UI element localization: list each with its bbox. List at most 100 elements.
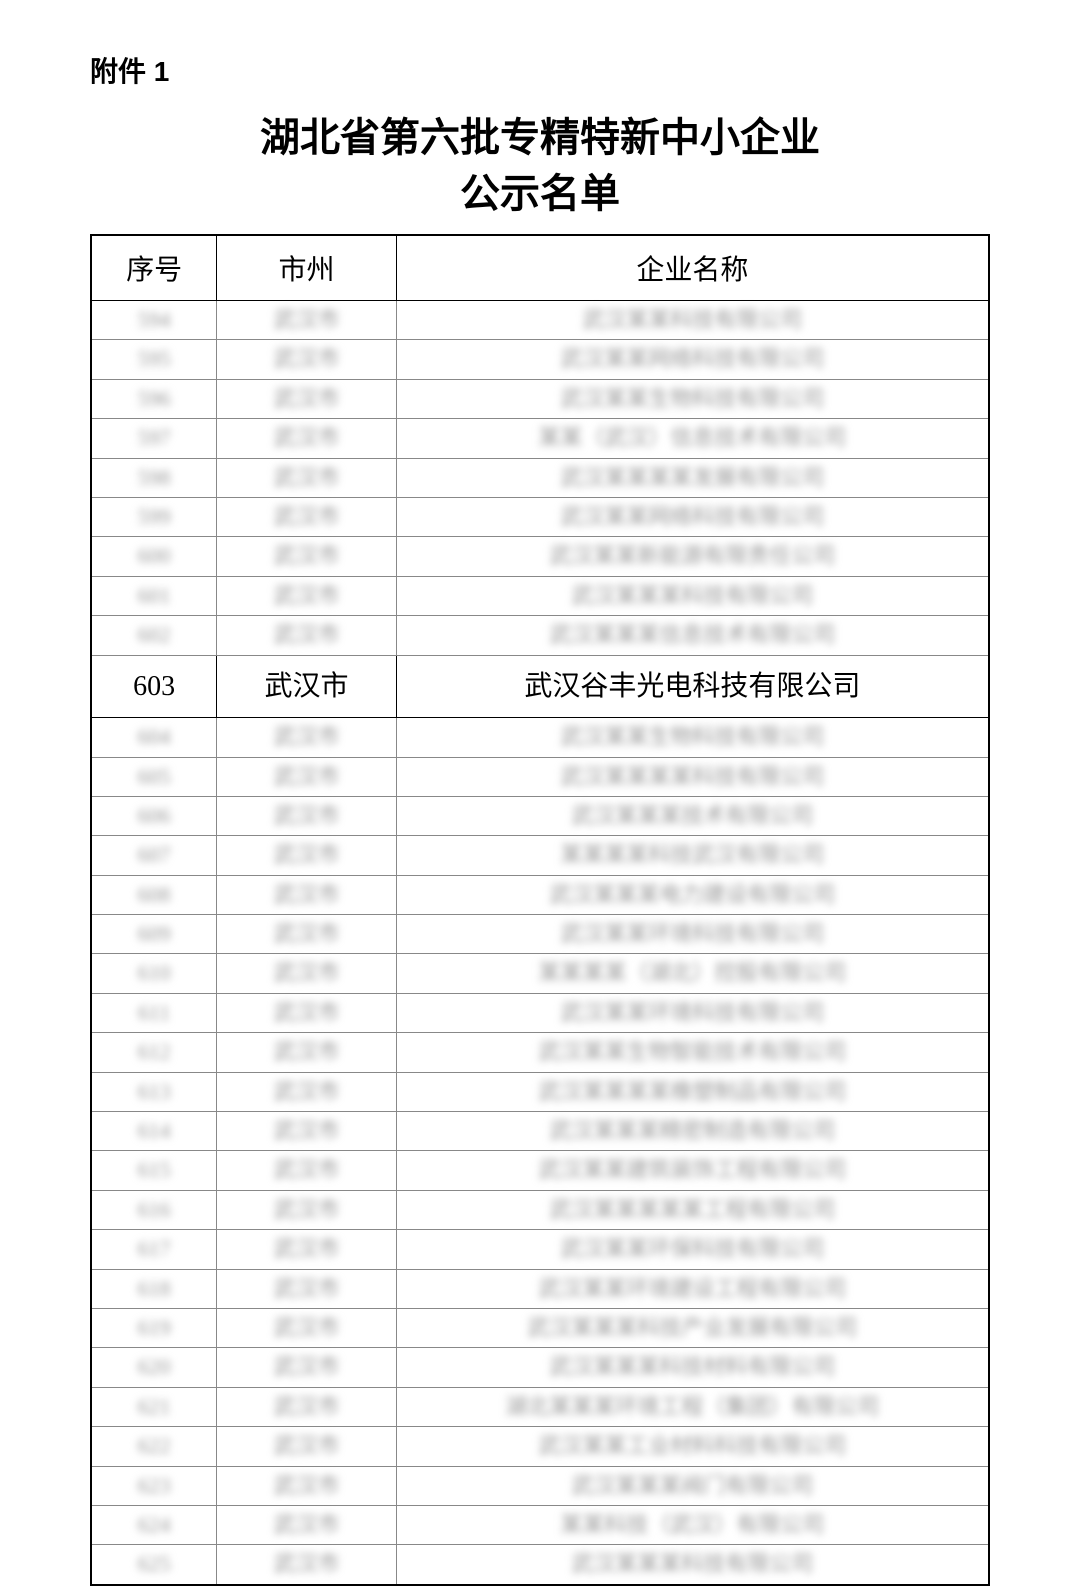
cell-city: 武汉市 [217,379,397,418]
cell-city: 武汉市 [217,1033,397,1072]
cell-city: 武汉市 [217,1269,397,1308]
cell-seq: 603 [91,655,217,718]
cell-seq: 616 [91,1190,217,1229]
table-row: 609武汉市武汉某某环境科技有限公司 [91,915,989,954]
cell-city: 武汉市 [217,458,397,497]
cell-company: 武汉某某某某橡塑制品有限公司 [396,1072,989,1111]
table-row: 623武汉市武汉某某某阀门有限公司 [91,1466,989,1505]
cell-seq: 607 [91,836,217,875]
table-row: 597武汉市某某（武汉）信息技术有限公司 [91,419,989,458]
cell-company: 武汉某某建筑装饰工程有限公司 [396,1151,989,1190]
cell-city: 武汉市 [217,576,397,615]
cell-seq: 614 [91,1112,217,1151]
cell-city: 武汉市 [217,757,397,796]
cell-company: 武汉某某某精密制造有限公司 [396,1112,989,1151]
cell-city: 武汉市 [217,1308,397,1347]
cell-city: 武汉市 [217,1151,397,1190]
cell-seq: 597 [91,419,217,458]
table-row: 617武汉市武汉某某环保科技有限公司 [91,1230,989,1269]
cell-city: 武汉市 [217,1466,397,1505]
cell-seq: 612 [91,1033,217,1072]
cell-city: 武汉市 [217,301,397,340]
cell-company: 武汉某某某某某工程有限公司 [396,1190,989,1229]
table-row: 610武汉市某某某某（湖北）控股有限公司 [91,954,989,993]
table-row: 606武汉市武汉某某某技术有限公司 [91,796,989,835]
cell-seq: 621 [91,1387,217,1426]
table-row: 608武汉市武汉某某某电力建设有限公司 [91,875,989,914]
cell-seq: 610 [91,954,217,993]
table-row: 624武汉市某某科技（武汉）有限公司 [91,1505,989,1544]
table-row: 612武汉市武汉某某生物智能技术有限公司 [91,1033,989,1072]
table-header-row: 序号 市州 企业名称 [91,235,989,301]
table-row: 607武汉市某某某某科技武汉有限公司 [91,836,989,875]
cell-city: 武汉市 [217,655,397,718]
cell-city: 武汉市 [217,1190,397,1229]
table-row: 600武汉市武汉某某新能源有限责任公司 [91,537,989,576]
enterprise-list-table: 序号 市州 企业名称 594武汉市武汉某某科技有限公司595武汉市武汉某某网络科… [90,234,990,1586]
cell-seq: 625 [91,1545,217,1585]
cell-city: 武汉市 [217,1387,397,1426]
cell-seq: 598 [91,458,217,497]
cell-seq: 609 [91,915,217,954]
cell-city: 武汉市 [217,1545,397,1585]
cell-seq: 599 [91,497,217,536]
table-row: 599武汉市武汉某某网络科技有限公司 [91,497,989,536]
cell-seq: 596 [91,379,217,418]
title-line-1: 湖北省第六批专精特新中小企业 [90,110,990,166]
table-row: 618武汉市武汉某某环境建设工程有限公司 [91,1269,989,1308]
table-row: 598武汉市武汉某某某某发展有限公司 [91,458,989,497]
cell-company: 武汉某某某某科技有限公司 [396,757,989,796]
cell-company: 武汉某某网络科技有限公司 [396,340,989,379]
cell-company: 武汉某某某科技产业发展有限公司 [396,1308,989,1347]
table-row: 604武汉市武汉某某生物科技有限公司 [91,718,989,757]
cell-seq: 594 [91,301,217,340]
cell-company: 武汉某某工业材料科技有限公司 [396,1427,989,1466]
table-row: 619武汉市武汉某某某科技产业发展有限公司 [91,1308,989,1347]
cell-company: 某某（武汉）信息技术有限公司 [396,419,989,458]
cell-company: 武汉某某某技术有限公司 [396,796,989,835]
cell-company: 武汉某某某科技材料有限公司 [396,1348,989,1387]
cell-city: 武汉市 [217,1112,397,1151]
cell-seq: 601 [91,576,217,615]
cell-company: 湖北某某某环境工程（集团）有限公司 [396,1387,989,1426]
cell-city: 武汉市 [217,915,397,954]
table-row: 614武汉市武汉某某某精密制造有限公司 [91,1112,989,1151]
table-row: 596武汉市武汉某某生物科技有限公司 [91,379,989,418]
cell-company: 武汉某某生物智能技术有限公司 [396,1033,989,1072]
title-line-2: 公示名单 [90,166,990,222]
cell-seq: 608 [91,875,217,914]
table-row: 621武汉市湖北某某某环境工程（集团）有限公司 [91,1387,989,1426]
cell-seq: 611 [91,993,217,1032]
attachment-label: 附件 1 [90,50,990,90]
cell-company: 武汉谷丰光电科技有限公司 [396,655,989,718]
cell-seq: 617 [91,1230,217,1269]
cell-seq: 615 [91,1151,217,1190]
cell-city: 武汉市 [217,340,397,379]
cell-city: 武汉市 [217,1348,397,1387]
cell-city: 武汉市 [217,1072,397,1111]
cell-seq: 602 [91,616,217,655]
cell-city: 武汉市 [217,718,397,757]
cell-seq: 623 [91,1466,217,1505]
cell-company: 武汉某某某某发展有限公司 [396,458,989,497]
table-row: 605武汉市武汉某某某某科技有限公司 [91,757,989,796]
document-title: 湖北省第六批专精特新中小企业 公示名单 [90,110,990,222]
cell-company: 武汉某某环保科技有限公司 [396,1230,989,1269]
table-row: 603武汉市武汉谷丰光电科技有限公司 [91,655,989,718]
cell-company: 武汉某某生物科技有限公司 [396,718,989,757]
table-row: 611武汉市武汉某某环境科技有限公司 [91,993,989,1032]
table-row: 625武汉市武汉某某某科技有限公司 [91,1545,989,1585]
cell-company: 武汉某某生物科技有限公司 [396,379,989,418]
cell-company: 武汉某某某信息技术有限公司 [396,616,989,655]
cell-company: 武汉某某环境建设工程有限公司 [396,1269,989,1308]
cell-seq: 618 [91,1269,217,1308]
table-row: 601武汉市武汉某某某科技有限公司 [91,576,989,615]
header-city: 市州 [217,235,397,301]
cell-company: 武汉某某环境科技有限公司 [396,915,989,954]
cell-seq: 600 [91,537,217,576]
cell-company: 武汉某某科技有限公司 [396,301,989,340]
cell-city: 武汉市 [217,836,397,875]
cell-seq: 619 [91,1308,217,1347]
cell-seq: 613 [91,1072,217,1111]
cell-company: 武汉某某环境科技有限公司 [396,993,989,1032]
